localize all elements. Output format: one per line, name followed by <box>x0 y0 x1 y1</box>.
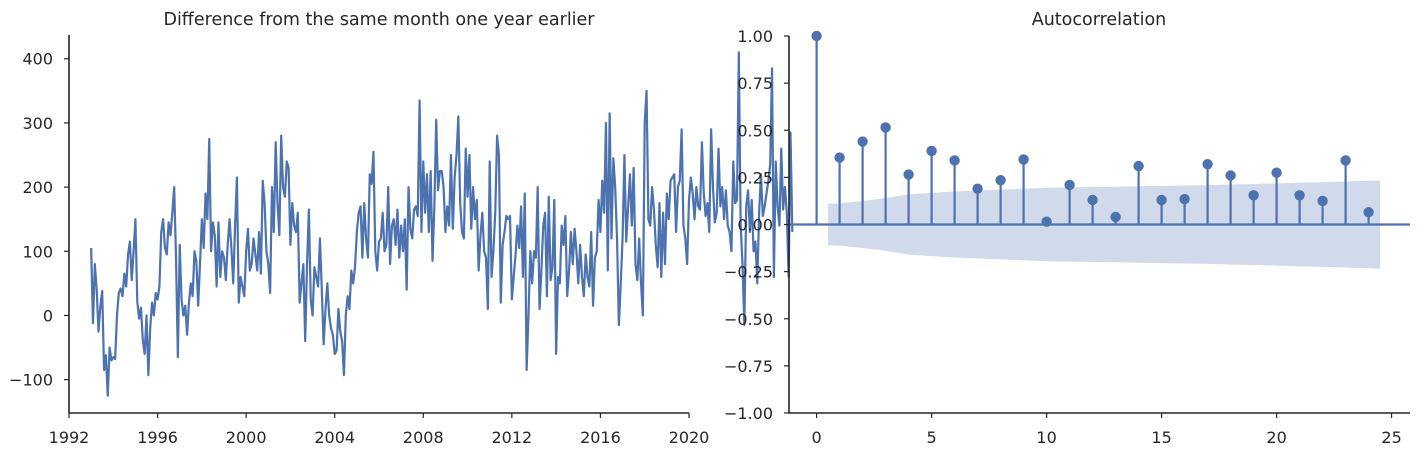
x-tick-label: 1992 <box>49 428 90 447</box>
x-tick-label: 2000 <box>226 428 267 447</box>
y-tick-label: −1.00 <box>724 404 773 423</box>
line-series-group <box>90 51 794 397</box>
acf-point <box>1317 195 1328 207</box>
acf-point <box>926 145 937 157</box>
acf-point <box>1087 194 1098 206</box>
acf-point <box>1110 211 1121 223</box>
x-tick-label: 2020 <box>669 428 710 447</box>
acf-point <box>1018 154 1029 165</box>
acf-point <box>1363 207 1374 218</box>
acf-chart-title: Autocorrelation <box>1032 10 1167 30</box>
x-tick-label: 1996 <box>137 428 178 447</box>
y-tick-label: 0.75 <box>737 74 773 93</box>
acf-point <box>972 183 983 194</box>
x-tick-label: 2016 <box>580 428 621 447</box>
acf-point <box>1133 160 1144 172</box>
acf-point <box>1202 158 1213 170</box>
y-tick-label: 1.00 <box>737 27 773 46</box>
line-chart: Difference from the same month one year … <box>9 10 794 447</box>
x-tick-label: 0 <box>812 428 822 447</box>
acf-point <box>880 122 891 133</box>
acf-point <box>1064 179 1075 191</box>
acf-chart-x-ticks: 0 5 10 15 20 25 <box>812 413 1402 447</box>
acf-point <box>857 136 868 147</box>
acf-point <box>1156 194 1167 206</box>
x-tick-label: 2008 <box>403 428 444 447</box>
y-tick-label: 200 <box>22 178 53 197</box>
x-tick-label: 25 <box>1381 428 1401 447</box>
acf-point <box>1340 155 1351 166</box>
y-tick-label: 100 <box>22 242 53 261</box>
acf-point <box>1179 193 1190 205</box>
x-tick-label: 2012 <box>491 428 532 447</box>
y-tick-label: −0.25 <box>724 263 773 282</box>
y-tick-label: −100 <box>9 371 53 390</box>
y-tick-label: 0 <box>43 306 53 325</box>
acf-point <box>1248 190 1259 201</box>
y-tick-label: 400 <box>22 50 53 69</box>
y-tick-label: 300 <box>22 114 53 133</box>
acf-chart-y-ticks: −1.00 −0.75 −0.50 −0.25 0.00 0.25 0.50 0.75 1.00 <box>724 27 789 423</box>
x-tick-label: 2004 <box>314 428 355 447</box>
acf-chart: Autocorrelation 0 5 10 15 20 25 −1.00 −0.75 −0.… <box>724 10 1410 447</box>
acf-point <box>811 30 822 42</box>
acf-point <box>1225 170 1236 181</box>
y-tick-label: 0.00 <box>737 216 773 235</box>
acf-point <box>1271 167 1282 178</box>
line-chart-title: Difference from the same month one year … <box>163 10 595 30</box>
acf-point <box>834 152 845 163</box>
acf-point <box>1041 216 1052 227</box>
x-tick-label: 5 <box>927 428 937 447</box>
acf-stems-group <box>789 30 1410 227</box>
x-tick-label: 15 <box>1151 428 1171 447</box>
x-tick-label: 10 <box>1036 428 1056 447</box>
y-tick-label: 0.50 <box>737 121 773 140</box>
line-chart-y-ticks: −100 0 100 200 300 400 <box>9 50 69 390</box>
acf-point <box>903 169 914 180</box>
y-tick-label: −0.75 <box>724 357 773 376</box>
y-tick-label: −0.50 <box>724 310 773 329</box>
x-tick-label: 20 <box>1266 428 1286 447</box>
acf-point <box>1294 190 1305 201</box>
acf-point <box>995 175 1006 186</box>
line-series-0 <box>90 51 794 397</box>
line-chart-x-ticks: 1992 1996 2000 2004 2008 2012 2016 2020 <box>49 413 710 447</box>
acf-point <box>949 155 960 166</box>
y-tick-label: 0.25 <box>737 168 773 187</box>
